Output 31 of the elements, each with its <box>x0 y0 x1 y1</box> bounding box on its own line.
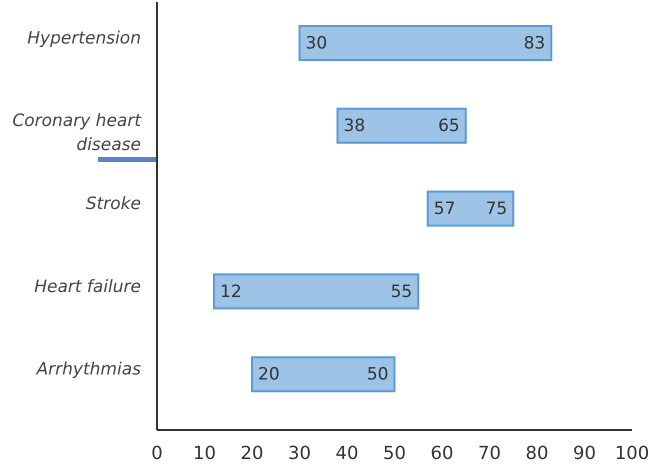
x-tick-label: 0 <box>151 442 163 464</box>
y-tick-label: Arrhythmias <box>36 360 142 380</box>
bar <box>426 190 514 227</box>
x-tick-label: 80 <box>526 442 548 464</box>
x-tick-label: 70 <box>478 442 501 464</box>
bar <box>251 356 396 392</box>
x-tick-label: 30 <box>288 442 311 464</box>
annotation: 20 <box>258 364 280 385</box>
annotation: 38 <box>344 116 366 136</box>
annotation: 65 <box>438 116 460 136</box>
annotation: 12 <box>220 282 242 302</box>
x-tick-label: 90 <box>573 442 596 464</box>
annotation: 83 <box>524 33 546 54</box>
x-tick-label: 40 <box>336 442 358 464</box>
annotation: 55 <box>390 282 412 302</box>
x-tick-label: 20 <box>240 442 264 464</box>
y-tick-label: Stroke <box>86 194 141 214</box>
x-tick-label: 60 <box>430 442 454 464</box>
annotation: 30 <box>306 33 328 54</box>
annotation: 75 <box>486 199 508 219</box>
bar <box>336 108 467 144</box>
x-tick-label: 100 <box>614 442 650 464</box>
bar <box>298 25 552 61</box>
y-tick-label: Heart failure <box>34 276 141 297</box>
annotation: 50 <box>366 364 388 385</box>
x-tick-label: 50 <box>383 442 406 464</box>
y-tick-label: Coronary heart disease <box>12 111 142 156</box>
x-tick-label: 10 <box>193 442 216 464</box>
y-tick-label: Hypertension <box>27 28 141 48</box>
annotation: 57 <box>434 199 456 219</box>
bar <box>213 273 420 310</box>
